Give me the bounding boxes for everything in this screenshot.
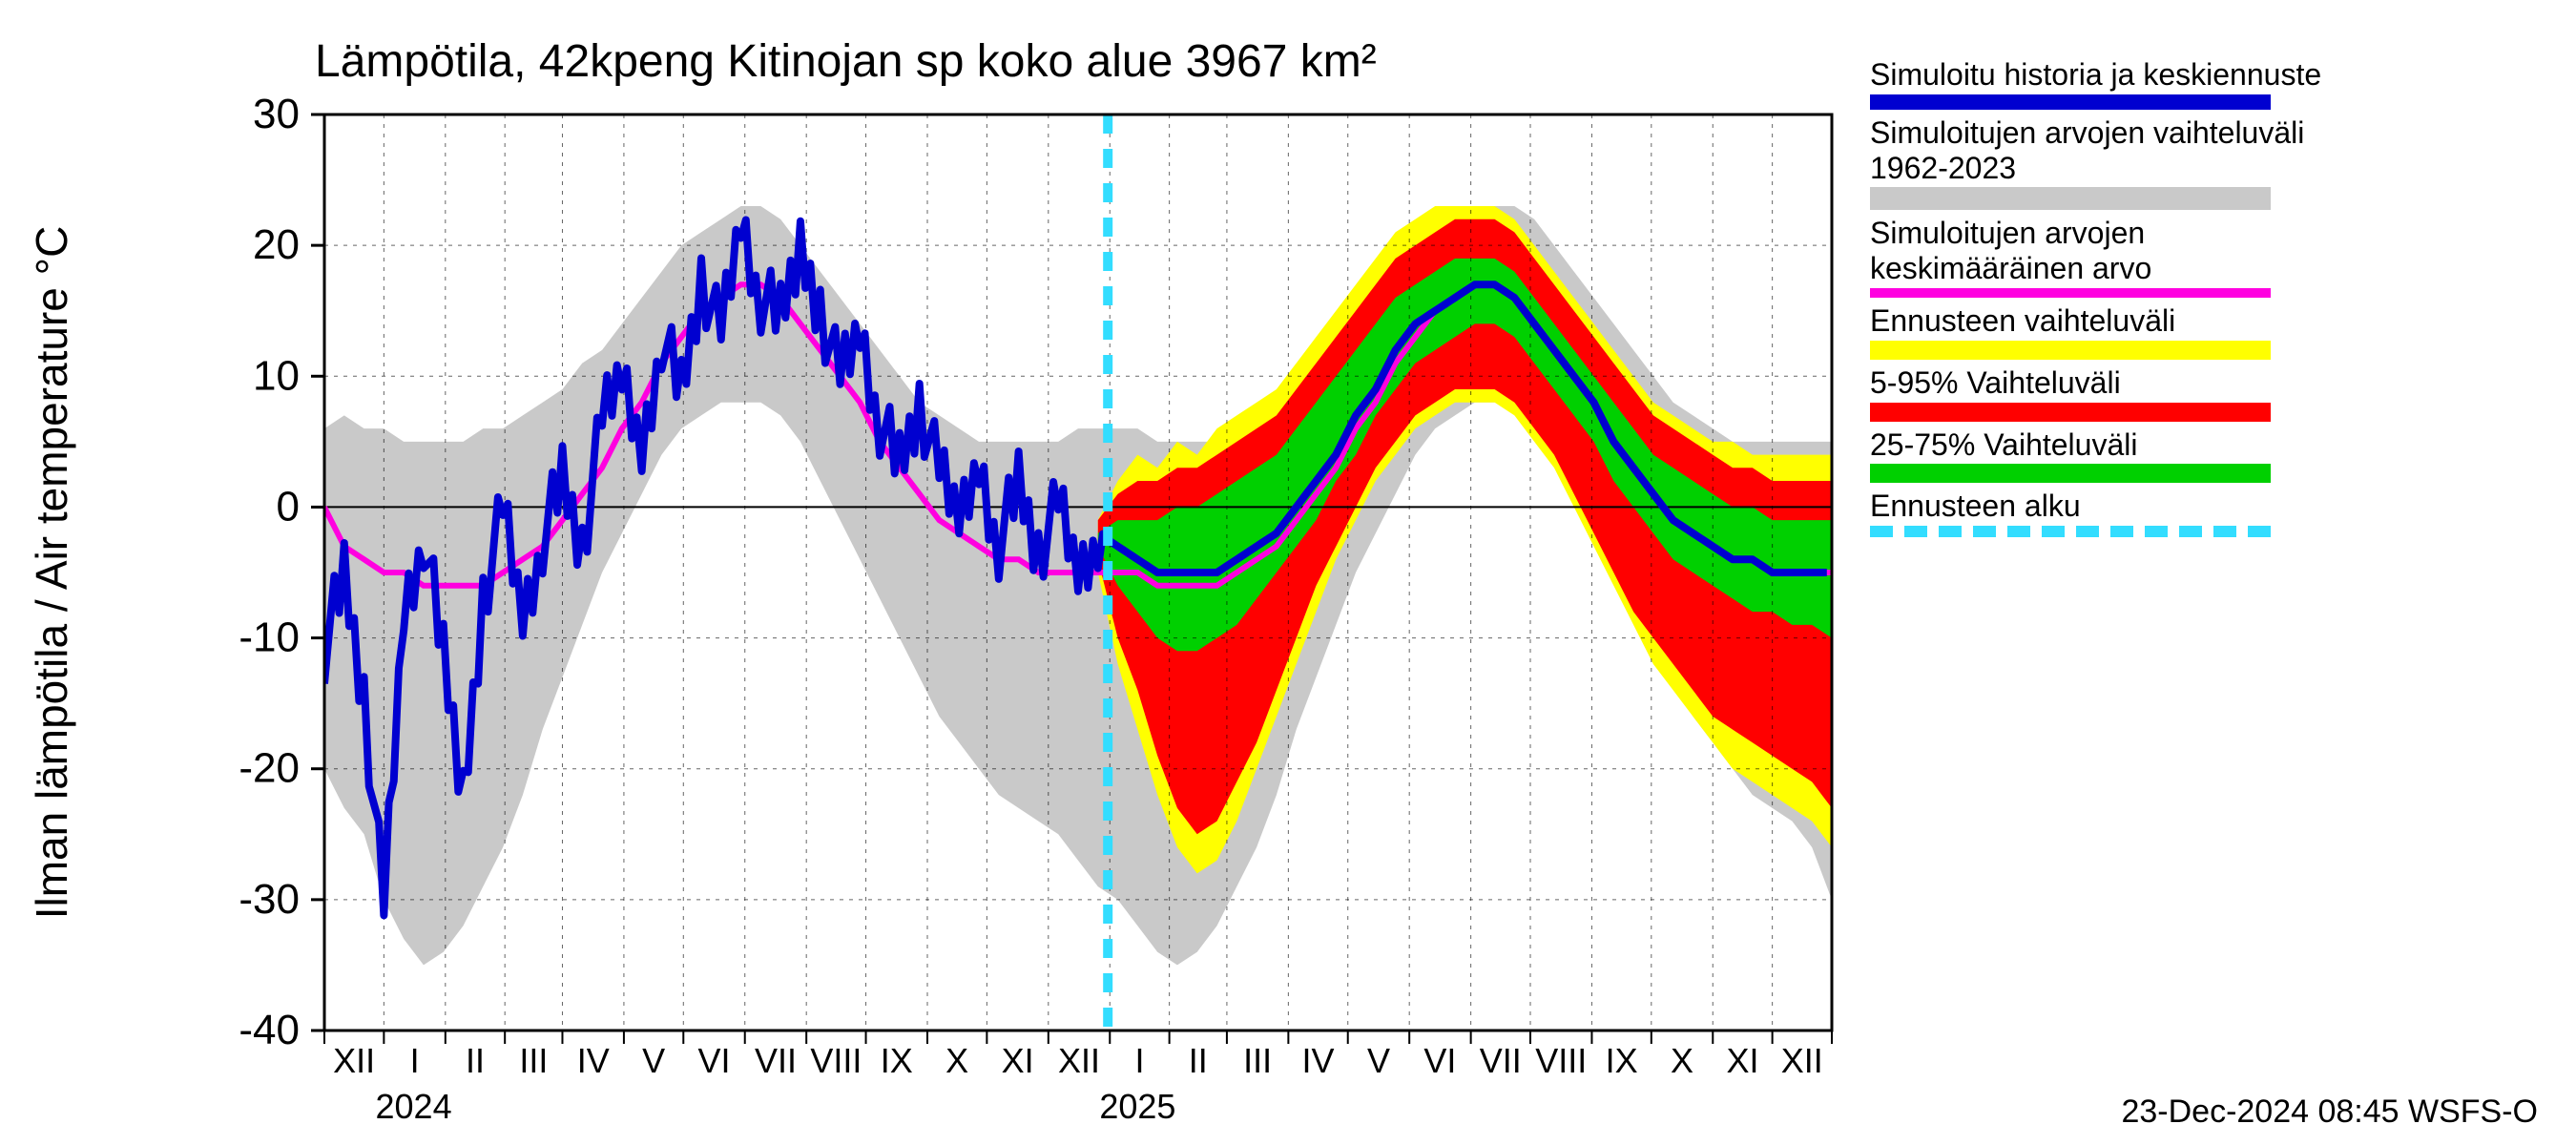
x-month-label: II xyxy=(466,1041,485,1080)
year-label: 2024 xyxy=(376,1087,452,1126)
y-tick-label: -30 xyxy=(239,876,300,923)
legend-swatch xyxy=(1870,341,2271,360)
legend-label: Simuloitujen arvojen keskimääräinen arvo xyxy=(1870,216,2366,286)
x-month-label: IX xyxy=(881,1041,913,1080)
x-month-label: XI xyxy=(1726,1041,1758,1080)
legend-label: 25-75% Vaihteluväli xyxy=(1870,427,2366,463)
legend-item: Simuloitujen arvojen keskimääräinen arvo xyxy=(1870,216,2366,298)
x-month-label: VIII xyxy=(1535,1041,1587,1080)
legend-label: 5-95% Vaihteluväli xyxy=(1870,365,2366,401)
y-tick-label: 20 xyxy=(253,221,300,268)
legend-swatch xyxy=(1870,288,2271,298)
legend-swatch xyxy=(1870,526,2271,537)
x-month-label: V xyxy=(642,1041,665,1080)
chart-title: Lämpötila, 42kpeng Kitinojan sp koko alu… xyxy=(315,36,1377,87)
x-month-label: XII xyxy=(1781,1041,1823,1080)
x-month-label: XI xyxy=(1002,1041,1034,1080)
legend-item: Simuloitu historia ja keskiennuste xyxy=(1870,57,2366,110)
legend-swatch xyxy=(1870,403,2271,422)
legend-label: Simuloitujen arvojen vaihteluväli 1962-2… xyxy=(1870,115,2366,186)
x-month-label: I xyxy=(410,1041,420,1080)
x-month-label: VI xyxy=(1423,1041,1456,1080)
y-tick-label: -10 xyxy=(239,614,300,661)
x-month-label: IX xyxy=(1606,1041,1638,1080)
x-month-label: VII xyxy=(755,1041,797,1080)
legend-label: Simuloitu historia ja keskiennuste xyxy=(1870,57,2366,93)
x-month-label: III xyxy=(1243,1041,1272,1080)
y-tick-label: -20 xyxy=(239,745,300,792)
x-month-label: IV xyxy=(1302,1041,1335,1080)
legend-item: 5-95% Vaihteluväli xyxy=(1870,365,2366,422)
legend-item: Simuloitujen arvojen vaihteluväli 1962-2… xyxy=(1870,115,2366,211)
x-month-label: VIII xyxy=(810,1041,862,1080)
x-month-label: V xyxy=(1367,1041,1390,1080)
legend-swatch xyxy=(1870,94,2271,110)
x-month-label: X xyxy=(945,1041,968,1080)
x-month-label: II xyxy=(1189,1041,1208,1080)
x-month-label: XII xyxy=(333,1041,375,1080)
x-month-label: I xyxy=(1134,1041,1144,1080)
x-month-label: VII xyxy=(1480,1041,1522,1080)
y-tick-label: 10 xyxy=(253,352,300,399)
legend-swatch xyxy=(1870,187,2271,210)
y-tick-label: 0 xyxy=(277,483,300,530)
y-axis-label: Ilman lämpötila / Air temperature °C xyxy=(27,226,76,920)
legend-swatch xyxy=(1870,464,2271,483)
year-label: 2025 xyxy=(1099,1087,1175,1126)
legend-item: Ennusteen vaihteluväli xyxy=(1870,303,2366,360)
footer-text: 23-Dec-2024 08:45 WSFS-O xyxy=(2121,1093,2538,1130)
y-tick-label: -40 xyxy=(239,1007,300,1053)
x-month-label: IV xyxy=(577,1041,610,1080)
x-month-label: III xyxy=(519,1041,548,1080)
legend-item: 25-75% Vaihteluväli xyxy=(1870,427,2366,484)
legend: Simuloitu historia ja keskiennuste Simulo… xyxy=(1870,57,2366,543)
y-tick-label: 30 xyxy=(253,91,300,137)
legend-label: Ennusteen vaihteluväli xyxy=(1870,303,2366,339)
x-month-label: VI xyxy=(698,1041,731,1080)
legend-label: Ennusteen alku xyxy=(1870,489,2366,524)
chart-container: { "title": "Lämpötila, 42kpeng Kitinojan… xyxy=(0,0,2576,1145)
legend-item: Ennusteen alku xyxy=(1870,489,2366,537)
x-month-label: XII xyxy=(1058,1041,1100,1080)
x-month-label: X xyxy=(1671,1041,1693,1080)
